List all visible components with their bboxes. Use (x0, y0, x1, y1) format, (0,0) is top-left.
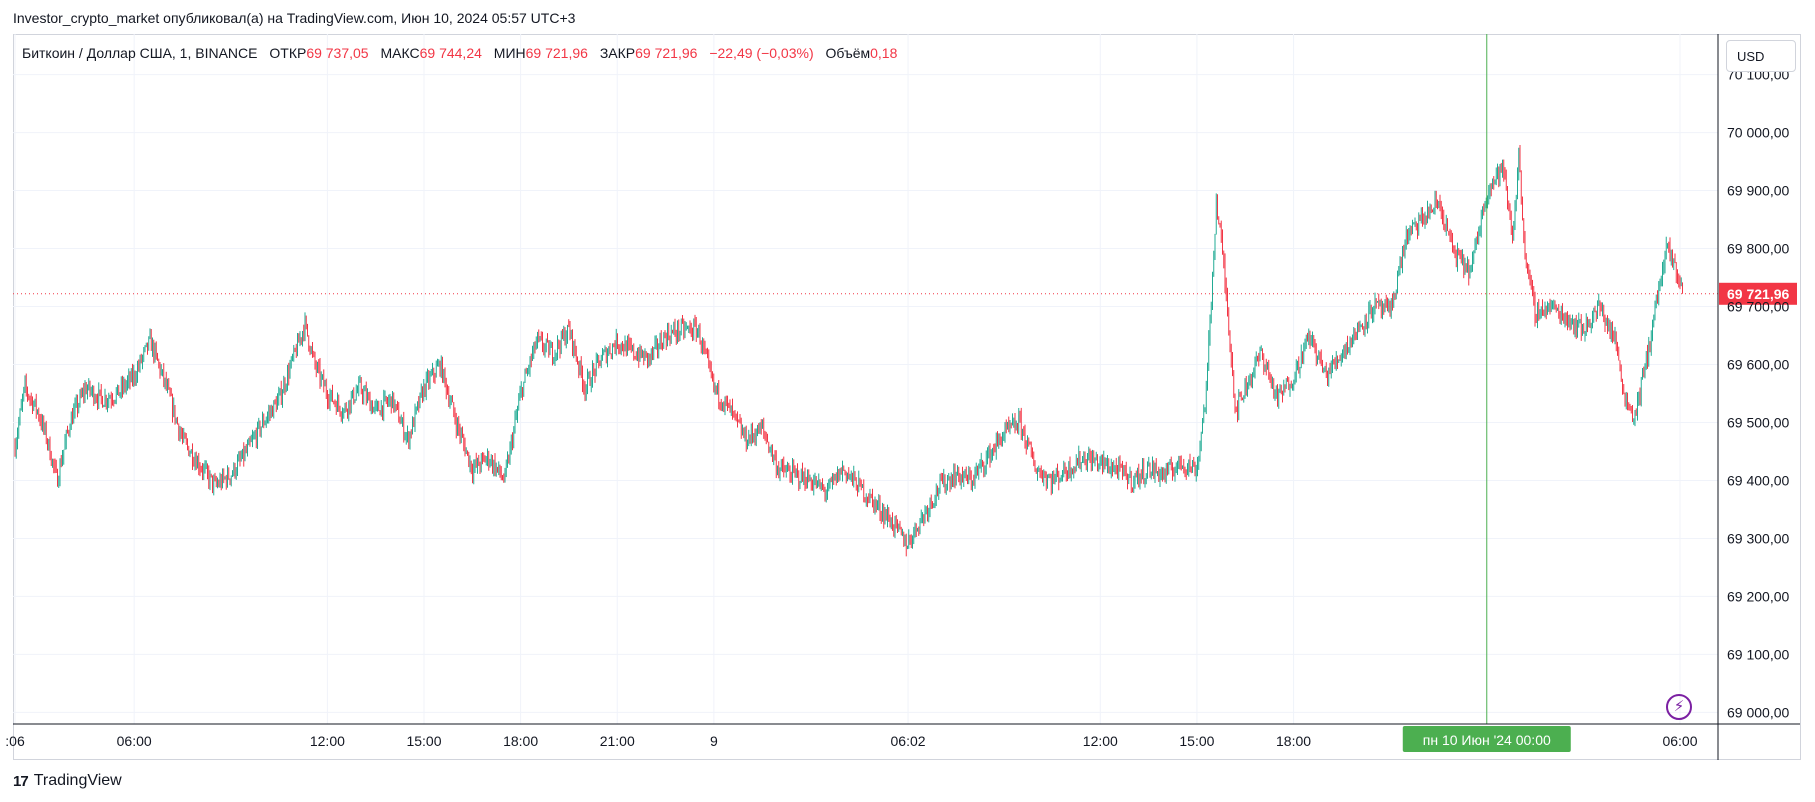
x-tick-label: 9 (710, 733, 718, 749)
y-tick-label: 69 600,00 (1727, 357, 1789, 373)
overlays: 69 721,96 пн 10 Июн '24 00:00 (13, 34, 1797, 752)
y-tick-label: 70 000,00 (1727, 125, 1789, 141)
x-tick-label: 18:00 (1276, 733, 1311, 749)
last-price-badge (1719, 282, 1797, 305)
low-value: 69 721,96 (525, 45, 588, 61)
y-tick-label: 69 300,00 (1727, 530, 1789, 546)
y-tick-label: 69 900,00 (1727, 183, 1789, 199)
lightning-icon[interactable]: ⚡ (1666, 694, 1692, 720)
high-value: 69 744,24 (419, 45, 482, 61)
open-value: 69 737,05 (306, 45, 369, 61)
close-value: 69 721,96 (635, 45, 698, 61)
high-label: МАКС (380, 45, 420, 61)
x-tick-label: :06 (5, 733, 25, 749)
y-tick-label: 69 200,00 (1727, 588, 1789, 604)
open-label: ОТКР (269, 45, 307, 61)
y-tick-label: 69 700,00 (1727, 299, 1789, 315)
close-label: ЗАКР (599, 45, 636, 61)
x-tick-label: 12:00 (1083, 733, 1118, 749)
candles (14, 145, 1683, 557)
chart-attribution: Investor_crypto_market опубликовал(а) на… (13, 10, 576, 26)
chart-frame (13, 34, 1801, 760)
ohlc-legend: Биткоин / Доллар США, 1, BINANCE ОТКР69 … (22, 45, 897, 61)
crosshair-time-badge (1402, 726, 1571, 752)
x-tick-label: 15:00 (1179, 733, 1214, 749)
y-tick-label: 69 500,00 (1727, 414, 1789, 430)
tradingview-logo-icon: 17 (13, 772, 29, 790)
x-tick-label: 21:00 (600, 733, 635, 749)
tradingview-brand[interactable]: 17 TradingView (13, 772, 122, 790)
legend-symbol: Биткоин / Доллар США, 1, BINANCE (22, 45, 258, 61)
currency-button[interactable]: USD (1726, 40, 1796, 72)
y-tick-label: 69 800,00 (1727, 241, 1789, 257)
x-tick-label: 18:00 (503, 733, 538, 749)
x-tick-label: 15:00 (406, 733, 441, 749)
x-tick-label: 06:02 (891, 733, 926, 749)
grid-lines (13, 34, 1718, 724)
crosshair-time-label: пн 10 Июн '24 00:00 (1423, 732, 1551, 748)
y-tick-label: 69 000,00 (1727, 704, 1789, 720)
volume-label: Объём (825, 45, 871, 61)
x-tick-label: 06:00 (117, 733, 152, 749)
volume-value: 0,18 (870, 45, 898, 61)
x-tick-label: 12:00 (310, 733, 345, 749)
low-label: МИН (493, 45, 526, 61)
y-tick-label: 69 400,00 (1727, 472, 1789, 488)
change-value: −22,49 (−0,03%) (709, 45, 814, 61)
x-tick-label: 06:00 (1662, 733, 1697, 749)
last-price-label: 69 721,96 (1727, 286, 1789, 302)
y-tick-label: 69 100,00 (1727, 646, 1789, 662)
brand-name: TradingView (33, 772, 122, 789)
